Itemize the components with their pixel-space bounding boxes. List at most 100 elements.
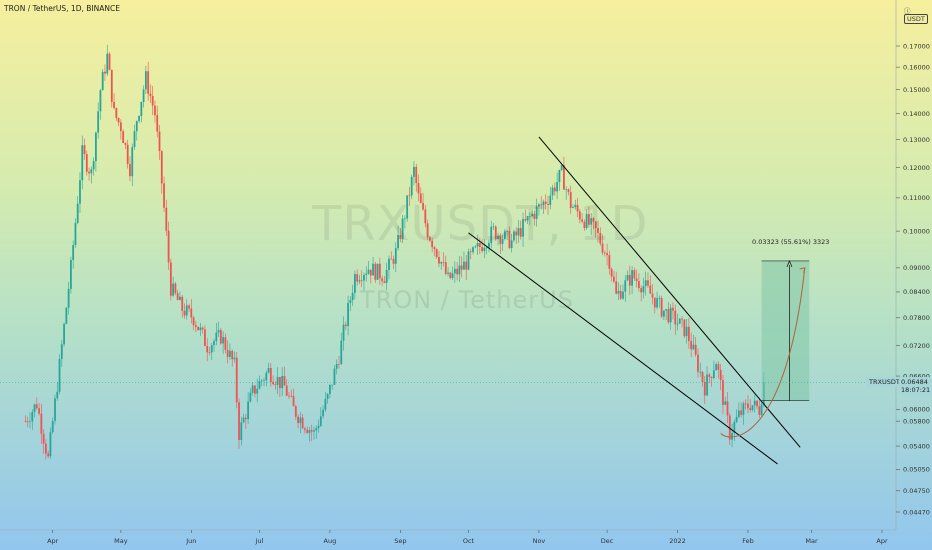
candle-body <box>65 307 68 324</box>
candle-body <box>279 376 281 389</box>
candle-body <box>338 364 340 365</box>
candle-body <box>499 235 502 244</box>
candle-body <box>154 105 156 116</box>
candle-body <box>458 265 461 275</box>
currency-selector[interactable]: ⓘ USDT <box>904 5 932 24</box>
candle-body <box>453 268 456 274</box>
candle-body <box>737 410 740 417</box>
candle-body <box>394 248 397 264</box>
candle-body <box>165 207 168 231</box>
candle-body <box>244 417 247 420</box>
candle-body <box>331 384 334 386</box>
candle-body <box>692 344 695 350</box>
candle-body <box>347 302 349 327</box>
candle-body <box>188 305 190 309</box>
candle-body <box>694 344 697 355</box>
time-tick-label: 2022 <box>669 537 686 545</box>
candle-body <box>240 422 243 441</box>
candle-body <box>242 417 245 423</box>
candle-body <box>578 211 581 220</box>
candle-body <box>329 384 331 394</box>
candle-body <box>167 230 170 263</box>
candle-body <box>683 319 686 337</box>
candle-body <box>299 417 302 424</box>
candle-body <box>581 219 583 222</box>
candle-body <box>674 310 677 325</box>
time-tick-label: Dec <box>601 537 614 545</box>
candle-body <box>635 278 638 282</box>
candle-body <box>463 261 465 270</box>
candle-body <box>608 255 611 269</box>
candle-body <box>544 201 547 204</box>
candle-body <box>735 416 738 423</box>
candle-body <box>599 232 602 244</box>
candle-body <box>560 165 563 171</box>
candle-body <box>122 131 125 144</box>
candle-body <box>179 296 181 301</box>
candle-body <box>708 374 711 377</box>
candle-body <box>383 281 386 283</box>
candle-body <box>442 262 445 263</box>
candle-body <box>597 228 599 233</box>
candle-body <box>558 170 561 183</box>
candle-body <box>217 330 220 333</box>
candle-body <box>172 283 175 296</box>
candle-body <box>49 432 52 457</box>
candle-body <box>724 401 727 405</box>
candle-body <box>447 272 449 274</box>
candle-body <box>133 131 136 148</box>
price-tick-label: 0.09000 <box>903 264 930 272</box>
candle-body <box>706 374 708 396</box>
candle-body <box>76 203 79 223</box>
price-tick-label: 0.07800 <box>903 314 930 322</box>
candle-body <box>617 290 620 294</box>
candle-body <box>215 332 218 342</box>
candle-body <box>272 381 275 385</box>
time-tick-label: Aug <box>324 537 337 545</box>
wedge-upper-line <box>538 136 801 448</box>
candle-body <box>449 272 452 279</box>
candle-body <box>526 216 529 221</box>
candle-body <box>40 413 43 434</box>
price-tick-label: 0.16000 <box>903 63 930 71</box>
candle-body <box>79 180 81 204</box>
candle-body <box>594 221 597 229</box>
candle-body <box>231 350 234 360</box>
price-tick-label: 0.14000 <box>903 110 930 118</box>
candle-body <box>190 308 193 318</box>
candle-body <box>222 337 225 344</box>
candle-body <box>426 223 429 238</box>
candle-body <box>26 421 29 423</box>
candle-body <box>54 398 56 421</box>
wedge-lower-line <box>468 232 778 465</box>
candle-body <box>106 53 109 74</box>
candle-body <box>451 273 454 279</box>
candle-body <box>342 324 345 341</box>
time-tick-label: Sep <box>394 537 406 545</box>
candle-body <box>676 323 679 325</box>
price-tick-label: 0.05050 <box>903 466 930 474</box>
candle-body <box>131 147 134 177</box>
candle-body <box>535 206 538 219</box>
time-tick-label: May <box>114 537 128 545</box>
candle-body <box>710 376 713 378</box>
time-tick-label: Jul <box>255 537 264 545</box>
candle-body <box>199 327 202 331</box>
candle-body <box>274 384 277 385</box>
candle-body <box>513 231 515 241</box>
candle-body <box>556 182 559 192</box>
candle-body <box>47 453 50 457</box>
price-tick-label: 0.10000 <box>903 227 930 235</box>
candle-body <box>297 416 299 424</box>
candle-body <box>628 274 631 286</box>
candle-body <box>238 402 240 441</box>
candle-body <box>81 145 84 181</box>
candle-body <box>67 288 70 308</box>
candle-body <box>660 297 663 317</box>
candle-body <box>369 269 372 276</box>
candle-body <box>88 171 90 174</box>
candle-body <box>506 230 509 232</box>
last-price-box: 0.06484 18:07:21 <box>899 377 932 395</box>
